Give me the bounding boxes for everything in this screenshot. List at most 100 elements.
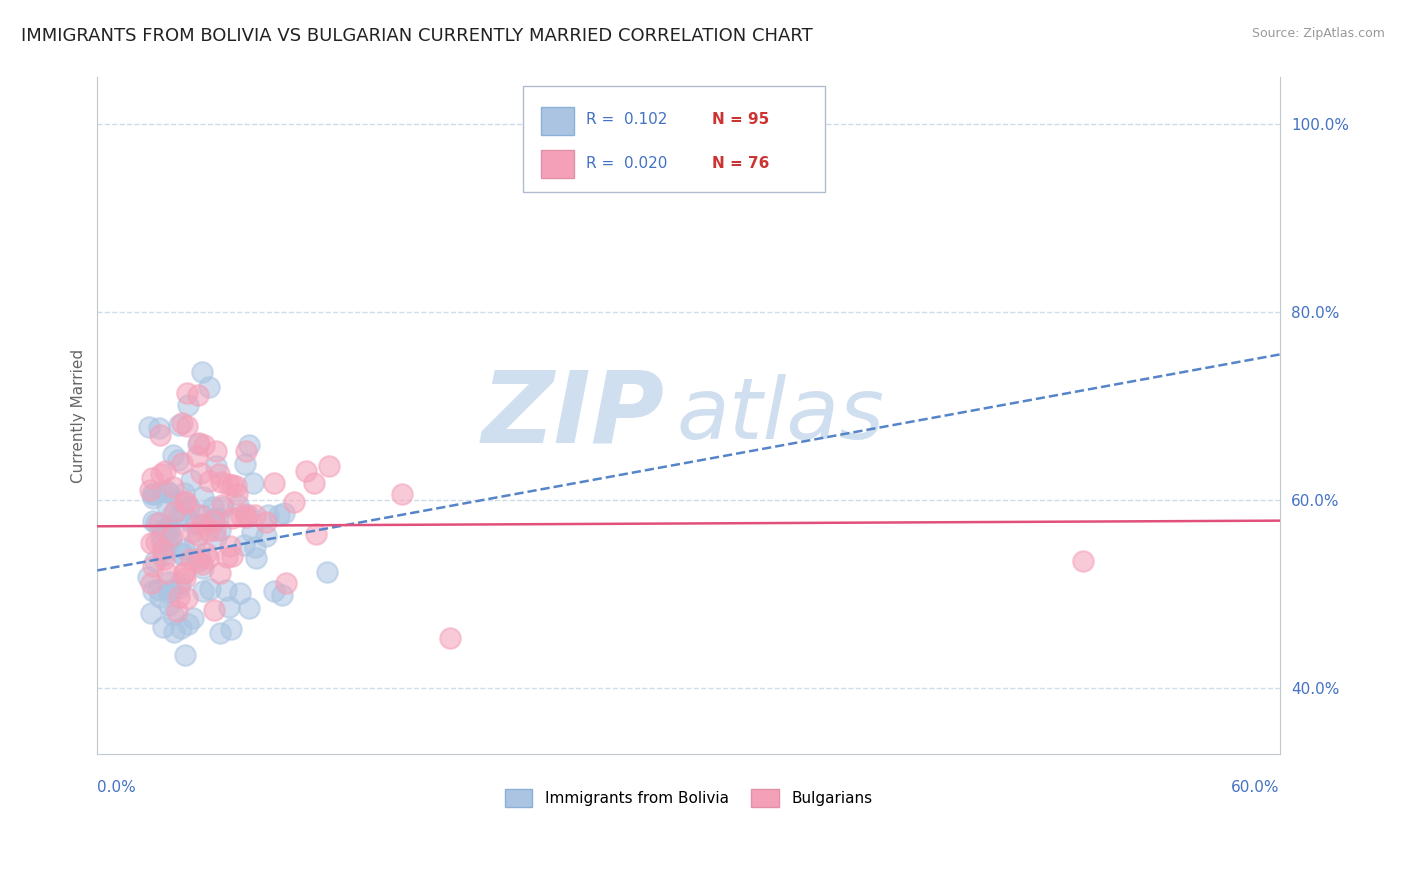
Point: [149, 428, 172, 442]
Point: [152, 552, 174, 566]
Point: [245, 508, 267, 522]
Text: N = 95: N = 95: [713, 112, 769, 127]
Point: [176, 385, 198, 400]
Point: [200, 514, 222, 528]
Point: [274, 575, 297, 590]
Point: [221, 549, 243, 564]
Point: [180, 473, 202, 487]
Point: [157, 584, 180, 599]
Point: [172, 548, 194, 562]
Point: [166, 604, 188, 618]
Point: [202, 511, 225, 525]
Point: [173, 541, 195, 556]
Point: [316, 565, 339, 579]
Point: [143, 486, 166, 500]
Point: [243, 541, 266, 555]
Point: [173, 566, 195, 580]
Point: [141, 536, 163, 550]
Point: [198, 582, 221, 596]
Point: [193, 508, 215, 523]
Point: [267, 508, 290, 522]
Point: [218, 600, 240, 615]
Point: [198, 474, 221, 488]
Point: [295, 464, 318, 478]
Point: [167, 417, 190, 432]
Point: [225, 487, 247, 501]
Point: [170, 494, 193, 508]
Point: [193, 584, 215, 599]
Point: [157, 485, 180, 500]
Point: [160, 529, 183, 543]
Point: [170, 457, 193, 471]
Point: [209, 475, 232, 489]
Point: [1071, 554, 1094, 568]
Point: [229, 586, 252, 600]
Point: [191, 516, 214, 531]
Point: [141, 471, 163, 485]
Point: [156, 483, 179, 498]
Point: [141, 487, 163, 501]
Point: [197, 524, 219, 539]
Point: [142, 514, 165, 528]
Point: [176, 419, 198, 434]
Point: [170, 621, 193, 635]
Point: [150, 467, 173, 481]
Point: [141, 606, 163, 620]
Point: [218, 539, 240, 553]
Point: [145, 535, 167, 549]
Point: [155, 566, 177, 581]
Point: [283, 495, 305, 509]
Point: [236, 508, 259, 522]
Point: [170, 417, 193, 431]
Point: [202, 514, 225, 528]
Point: [217, 549, 239, 564]
Point: [188, 508, 211, 523]
Point: [173, 494, 195, 508]
Point: [205, 531, 228, 545]
Point: [141, 576, 163, 591]
Point: [162, 480, 184, 494]
Point: [193, 437, 215, 451]
Point: [273, 506, 295, 520]
Point: [148, 421, 170, 435]
Point: [205, 458, 228, 473]
Point: [167, 508, 190, 522]
Point: [208, 467, 231, 481]
Point: [167, 581, 190, 595]
Point: [160, 533, 183, 547]
Point: [142, 491, 165, 506]
Bar: [541, 150, 574, 178]
Point: [235, 510, 257, 524]
Point: [231, 509, 253, 524]
Text: R =  0.102: R = 0.102: [586, 112, 666, 127]
Point: [186, 449, 208, 463]
Point: [191, 557, 214, 571]
Point: [159, 519, 181, 533]
Point: [254, 529, 277, 543]
Point: [187, 388, 209, 402]
Point: [242, 475, 264, 490]
Point: [150, 536, 173, 550]
Point: [177, 616, 200, 631]
Point: [145, 516, 167, 531]
Point: [205, 444, 228, 458]
Legend: Immigrants from Bolivia, Bulgarians: Immigrants from Bolivia, Bulgarians: [499, 782, 879, 814]
Point: [187, 436, 209, 450]
Point: [143, 554, 166, 568]
Text: ZIP: ZIP: [482, 367, 665, 464]
Point: [191, 365, 214, 379]
Point: [180, 516, 202, 530]
Point: [156, 538, 179, 552]
Point: [160, 582, 183, 597]
Point: [208, 566, 231, 580]
Point: [197, 551, 219, 566]
Text: R =  0.020: R = 0.020: [586, 156, 666, 170]
Point: [184, 535, 207, 549]
Point: [174, 648, 197, 663]
Point: [187, 528, 209, 542]
Point: [302, 475, 325, 490]
Point: [208, 523, 231, 537]
Point: [208, 626, 231, 640]
Point: [162, 448, 184, 462]
Text: Source: ZipAtlas.com: Source: ZipAtlas.com: [1251, 27, 1385, 40]
